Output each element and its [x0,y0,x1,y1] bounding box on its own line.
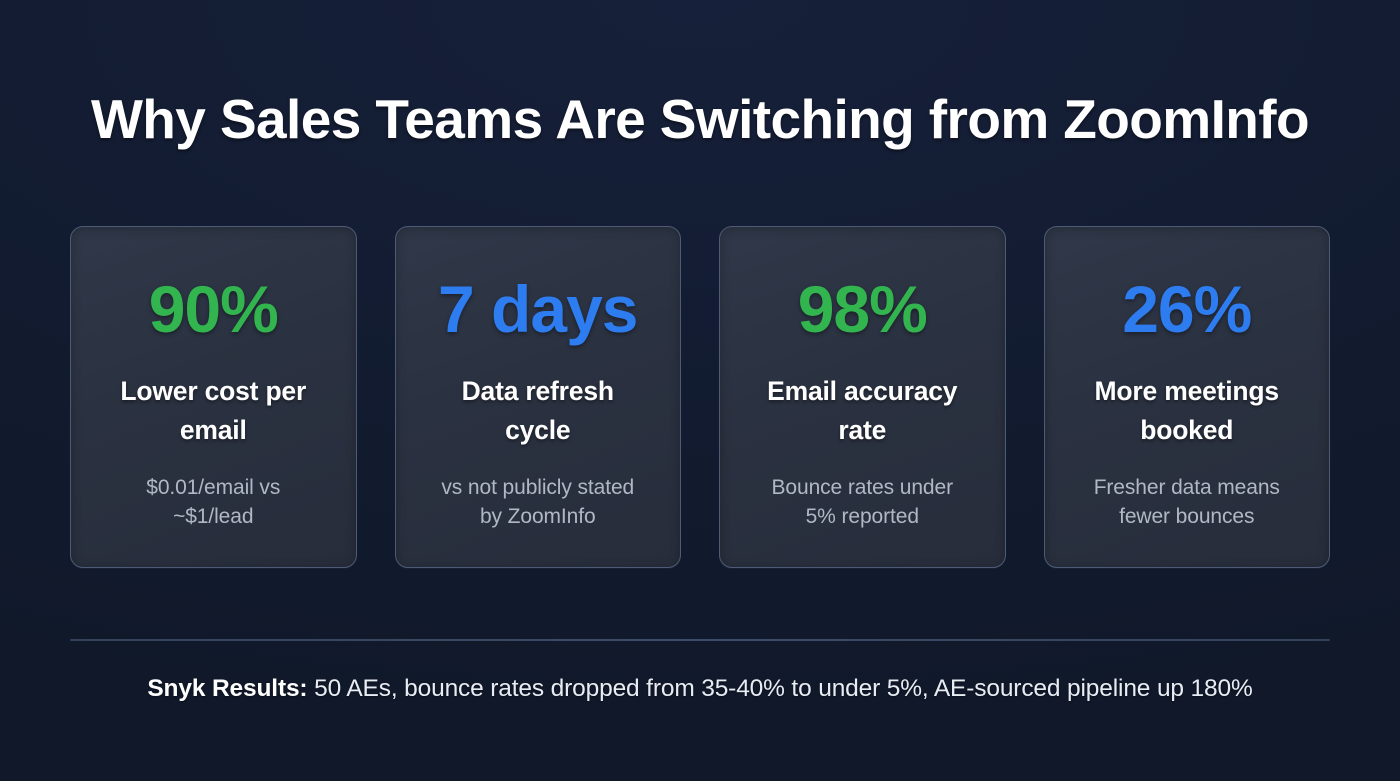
footer-label: Snyk Results: [147,675,308,702]
page-title: Why Sales Teams Are Switching from ZoomI… [91,88,1310,150]
stat-value: 26% [1122,272,1252,346]
stat-note: vs not publicly stated by ZoomInfo [441,476,635,528]
stat-label: Data refresh cycle [461,376,614,445]
stat-value: 90% [148,272,279,346]
stat-label: More meetings booked [1094,376,1280,445]
stat-card-lower-cost-per-email: 90% Lower cost per email $0.01/email vs … [70,226,357,568]
stat-value: 7 days [438,272,638,346]
stat-note: $0.01/email vs ~$1/lead [146,476,281,528]
stat-value: 98% [797,272,928,346]
stat-card-row: 90% Lower cost per email $0.01/email vs … [70,226,1330,568]
section-divider [70,639,1330,641]
stat-note: Fresher data means fewer bounces [1093,476,1280,528]
stat-label: Email accuracy rate [767,376,958,445]
stat-card-data-refresh-cycle: 7 days Data refresh cycle vs not publicl… [394,226,681,568]
stat-label: Lower cost per email [120,376,307,445]
footer-text: 50 AEs, bounce rates dropped from 35-40%… [307,675,1253,702]
footer-results-line: Snyk Results: 50 AEs, bounce rates dropp… [70,672,1330,706]
stat-note: Bounce rates under 5% reported [771,476,954,528]
stat-card-more-meetings-booked: 26% More meetings booked Fresher data me… [1043,226,1330,568]
stat-card-email-accuracy-rate: 98% Email accuracy rate Bounce rates und… [719,226,1006,568]
